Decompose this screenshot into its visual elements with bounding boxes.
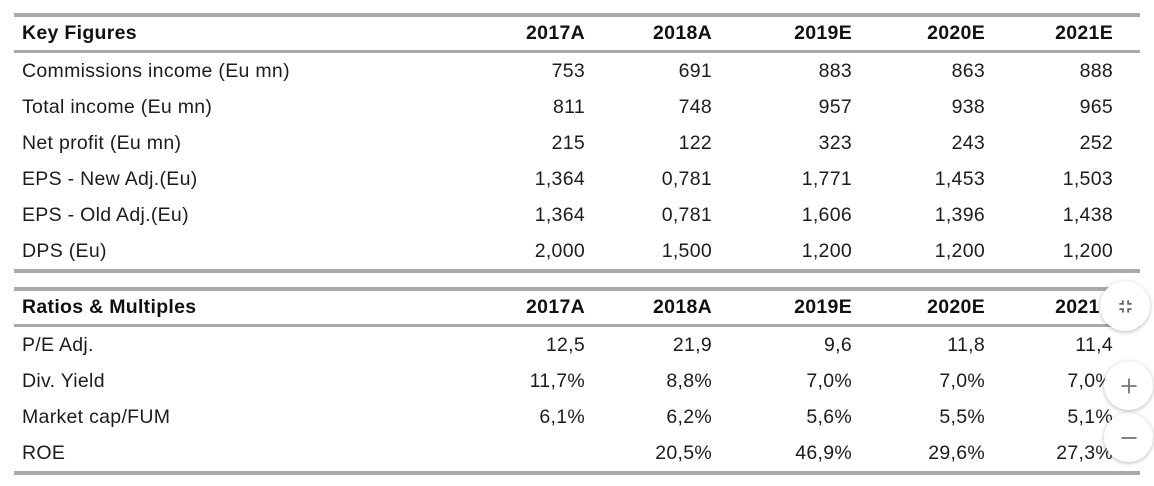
table-row: Total income (Eu mn) 811 748 957 938 965 (14, 89, 1140, 125)
row-label: Commissions income (Eu mn) (22, 59, 290, 82)
cell-value: 215 (551, 131, 585, 154)
row-label: Div. Yield (22, 369, 105, 392)
cell-value: 1,200 (1062, 239, 1113, 262)
cell-value: 5,1% (1067, 405, 1113, 428)
cell-value: 1,438 (1062, 203, 1113, 226)
zoom-out-button[interactable] (1104, 413, 1153, 462)
report-page: Key Figures 2017A 2018A 2019E 2020E 2021… (14, 13, 1140, 475)
key-figures-table: Key Figures 2017A 2018A 2019E 2020E 2021… (14, 13, 1140, 273)
cell-value: 11,7% (529, 369, 585, 392)
cell-value: 965 (1079, 95, 1113, 118)
cell-value: 938 (951, 95, 985, 118)
cell-value: 1,500 (661, 239, 712, 262)
cell-value: 753 (551, 59, 585, 82)
column-header: 2021E (1012, 15, 1140, 53)
cell-value: 691 (678, 59, 712, 82)
cell-value: 252 (1079, 131, 1113, 154)
table-title: Key Figures (14, 15, 474, 53)
row-label: Net profit (Eu mn) (22, 131, 182, 154)
table-row: Div. Yield 11,7% 8,8% 7,0% 7,0% 7,0% (14, 363, 1140, 399)
row-label: DPS (Eu) (22, 239, 107, 262)
cell-value: 0,781 (661, 167, 712, 190)
column-header: 2018A (612, 15, 739, 53)
cell-value: 0,781 (661, 203, 712, 226)
column-header: 2018A (612, 289, 739, 327)
fit-to-page-button[interactable] (1100, 281, 1150, 331)
cell-value: 7,0% (806, 369, 852, 392)
row-label: EPS - Old Adj.(Eu) (22, 203, 189, 226)
cell-value: 811 (553, 95, 585, 118)
cell-value: 11,8 (947, 333, 985, 356)
row-label: P/E Adj. (22, 333, 94, 356)
table-row: EPS - Old Adj.(Eu) 1,364 0,781 1,606 1,396 1,… (14, 197, 1140, 233)
cell-value: 888 (1079, 59, 1113, 82)
table-row: Commissions income (Eu mn) 753 691 883 863 88… (14, 52, 1140, 90)
cell-value: 863 (951, 59, 985, 82)
cell-value: 1,771 (801, 167, 852, 190)
cell-value: 6,1% (539, 405, 585, 428)
fit-to-page-icon (1115, 296, 1136, 317)
cell-value: 20,5% (655, 441, 712, 464)
cell-value: 323 (818, 131, 852, 154)
cell-value: 27,3% (1056, 441, 1113, 464)
cell-value: 6,2% (666, 405, 712, 428)
table-row: ROE 20,5% 46,9% 29,6% 27,3% (14, 435, 1140, 473)
table-title: Ratios & Multiples (14, 289, 474, 327)
cell-value: 46,9% (795, 441, 852, 464)
cell-value: 7,0% (1067, 369, 1113, 392)
table-row: Market cap/FUM 6,1% 6,2% 5,6% 5,5% 5,1% (14, 399, 1140, 435)
column-header: 2020E (879, 289, 1012, 327)
cell-value: 957 (818, 95, 852, 118)
cell-value: 122 (678, 131, 712, 154)
cell-value: 7,0% (939, 369, 985, 392)
ratios-multiples-table: Ratios & Multiples 2017A 2018A 2019E 202… (14, 287, 1140, 475)
table-row: P/E Adj. 12,5 21,9 9,6 11,8 11,4 (14, 326, 1140, 364)
cell-value: 1,396 (934, 203, 985, 226)
cell-value: 1,200 (801, 239, 852, 262)
cell-value: 8,8% (666, 369, 712, 392)
zoom-in-button[interactable] (1104, 361, 1153, 410)
column-header: 2020E (879, 15, 1012, 53)
cell-value: 9,6 (823, 333, 852, 356)
table-header-row: Key Figures 2017A 2018A 2019E 2020E 2021… (14, 15, 1140, 53)
cell-value: 1,453 (934, 167, 985, 190)
row-label: Total income (Eu mn) (22, 95, 213, 118)
cell-value: 2,000 (534, 239, 585, 262)
cell-value: 1,364 (534, 203, 585, 226)
cell-value: 883 (818, 59, 852, 82)
cell-value: 243 (951, 131, 985, 154)
cell-value: 1,606 (801, 203, 852, 226)
table-header-row: Ratios & Multiples 2017A 2018A 2019E 202… (14, 289, 1140, 327)
row-label: ROE (22, 441, 66, 464)
table-row: Net profit (Eu mn) 215 122 323 243 252 (14, 125, 1140, 161)
plus-icon (1117, 374, 1141, 398)
cell-value: 748 (678, 95, 712, 118)
row-label: Market cap/FUM (22, 405, 171, 428)
row-label: EPS - New Adj.(Eu) (22, 167, 198, 190)
cell-value (474, 435, 612, 473)
cell-value: 21,9 (672, 333, 712, 356)
cell-value: 12,5 (545, 333, 585, 356)
table-row: EPS - New Adj.(Eu) 1,364 0,781 1,771 1,453 1,… (14, 161, 1140, 197)
cell-value: 1,503 (1062, 167, 1113, 190)
cell-value: 11,4 (1075, 333, 1113, 356)
table-row: DPS (Eu) 2,000 1,500 1,200 1,200 1,200 (14, 233, 1140, 271)
column-header: 2019E (739, 289, 879, 327)
cell-value: 1,200 (934, 239, 985, 262)
column-header: 2017A (474, 289, 612, 327)
cell-value: 5,6% (806, 405, 852, 428)
minus-icon (1117, 426, 1141, 450)
cell-value: 5,5% (939, 405, 985, 428)
cell-value: 29,6% (928, 441, 985, 464)
cell-value: 1,364 (534, 167, 585, 190)
column-header: 2017A (474, 15, 612, 53)
column-header: 2019E (739, 15, 879, 53)
